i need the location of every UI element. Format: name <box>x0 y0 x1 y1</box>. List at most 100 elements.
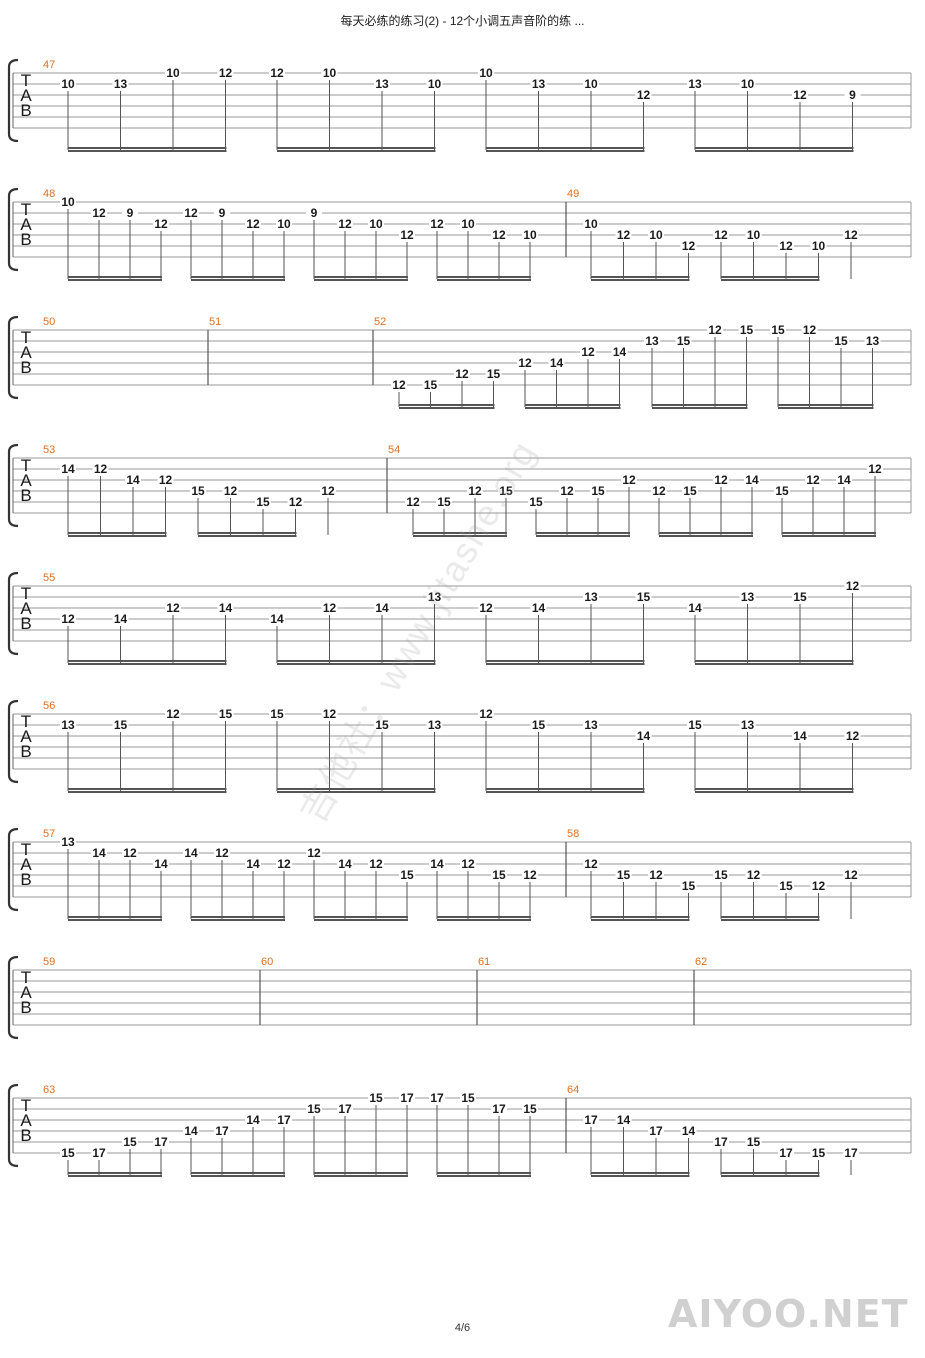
fret-number: 12 <box>747 868 761 882</box>
beam <box>721 919 820 921</box>
fret-number: 12 <box>844 228 858 242</box>
fret-number: 15 <box>123 1135 137 1149</box>
fret-label-bg <box>583 591 599 603</box>
measure-number: 62 <box>695 956 707 968</box>
fret-number: 14 <box>532 601 546 615</box>
fret-number: 14 <box>837 473 851 487</box>
fret-number: 10 <box>479 66 493 80</box>
tab-clef-letter: B <box>20 614 31 633</box>
fret-label-bg <box>844 730 861 742</box>
fret-label-bg <box>739 591 756 603</box>
beam <box>486 663 645 665</box>
fret-label-bg <box>368 218 384 230</box>
fret-label-bg <box>269 613 285 625</box>
fret-number: 12 <box>94 462 108 476</box>
fret-number: 12 <box>154 217 168 231</box>
fret-label-bg <box>611 346 628 358</box>
fret-label-bg <box>306 207 322 219</box>
tab-clef-letter: B <box>20 486 31 505</box>
beam <box>68 535 167 537</box>
tab-system: TAB 48 10 12 9 12 12 9 12 10 9 12 10 12 12 10 12 10 49 10 12… <box>7 187 912 281</box>
beam <box>68 279 162 281</box>
beam <box>191 916 285 918</box>
fret-number: 15 <box>492 868 506 882</box>
beam <box>277 660 436 662</box>
fret-label-bg <box>91 207 107 219</box>
beam <box>695 663 854 665</box>
fret-number: 12 <box>166 601 180 615</box>
fret-label-bg <box>321 67 338 79</box>
tab-system: TAB 50 51 52 12 15 12 15 12 14 12 14 13 15 12 15 15 12 15 1… <box>7 315 912 409</box>
fret-label-bg <box>548 357 565 369</box>
fret-number: 12 <box>92 206 106 220</box>
beam <box>591 916 690 918</box>
tab-clef-letter: T <box>21 840 31 859</box>
fret-number: 12 <box>560 484 574 498</box>
fret-label-bg <box>583 719 599 731</box>
fret-label-bg <box>745 1136 762 1148</box>
tab-clef-letter: A <box>20 727 32 746</box>
fret-number: 10 <box>166 66 180 80</box>
fret-label-bg <box>91 1147 107 1159</box>
fret-number: 12 <box>844 868 858 882</box>
fret-number: 12 <box>622 473 636 487</box>
fret-label-bg <box>112 78 129 90</box>
tab-clef-letter: A <box>20 983 32 1002</box>
fret-number: 10 <box>584 217 598 231</box>
fret-number: 12 <box>637 88 651 102</box>
fret-label-bg <box>337 1103 353 1115</box>
fret-label-bg <box>680 240 697 252</box>
beam <box>68 663 227 665</box>
tab-clef-letter: T <box>21 968 31 987</box>
fret-label-bg <box>583 218 599 230</box>
fret-number: 15 <box>617 868 631 882</box>
fret-label-bg <box>583 78 599 90</box>
beam <box>591 276 690 278</box>
fret-number: 15 <box>437 495 451 509</box>
measure-number: 63 <box>43 1084 55 1096</box>
beam <box>695 788 854 790</box>
beam <box>591 279 690 281</box>
fret-number: 14 <box>430 857 444 871</box>
beam <box>437 919 531 921</box>
fret-label-bg <box>648 229 664 241</box>
fret-number: 12 <box>323 601 337 615</box>
fret-number: 14 <box>617 1113 631 1127</box>
fret-label-bg <box>583 858 599 870</box>
fret-label-bg <box>680 1125 697 1137</box>
beam <box>314 919 408 921</box>
beam <box>778 404 874 406</box>
fret-number: 10 <box>61 195 75 209</box>
fret-label-bg <box>245 1114 261 1126</box>
fret-label-bg <box>165 708 181 720</box>
fret-label-bg <box>680 880 697 892</box>
fret-number: 10 <box>747 228 761 242</box>
fret-number: 15 <box>834 334 848 348</box>
fret-label-bg <box>153 1136 169 1148</box>
beam <box>191 1175 285 1177</box>
fret-label-bg <box>374 78 390 90</box>
fret-number: 14 <box>246 857 260 871</box>
tab-clef-letter: B <box>20 230 31 249</box>
fret-label-bg <box>153 218 169 230</box>
fret-label-bg <box>426 78 443 90</box>
fret-label-bg <box>522 869 538 881</box>
fret-number: 17 <box>714 1135 728 1149</box>
fret-number: 12 <box>219 66 233 80</box>
fret-label-bg <box>615 229 632 241</box>
fret-number: 15 <box>499 484 513 498</box>
beam <box>68 150 227 152</box>
beam <box>486 788 645 790</box>
fret-number: 13 <box>61 835 75 849</box>
tab-clef-letter: T <box>21 456 31 475</box>
fret-label-bg <box>559 485 575 497</box>
fret-number: 9 <box>849 88 856 102</box>
beam <box>68 916 162 918</box>
fret-label-bg <box>306 1103 322 1115</box>
fret-label-bg <box>60 836 76 848</box>
tab-clef-letter: T <box>21 328 31 347</box>
fret-label-bg <box>165 602 181 614</box>
fret-label-bg <box>478 602 494 614</box>
fret-label-bg <box>269 67 285 79</box>
fret-label-bg <box>374 602 390 614</box>
